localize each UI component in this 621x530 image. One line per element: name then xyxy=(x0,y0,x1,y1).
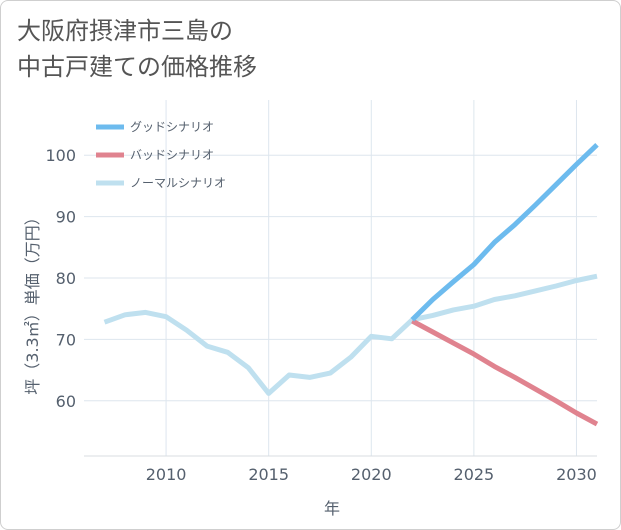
y-tick-label: 60 xyxy=(56,392,76,411)
y-tick-label: 70 xyxy=(56,330,76,349)
bad-scenario-line xyxy=(411,318,599,427)
x-tick-label: 2015 xyxy=(248,465,289,484)
x-tick-label: 2025 xyxy=(454,465,495,484)
series-lines xyxy=(103,142,599,427)
tick-labels: 2010 2015 2020 2025 2030 60 70 80 90 100 xyxy=(45,146,596,484)
good-scenario-line xyxy=(410,142,599,322)
legend-label: バッドシナリオ xyxy=(130,148,214,162)
y-tick-label: 90 xyxy=(56,208,76,227)
legend-label: ノーマルシナリオ xyxy=(130,176,226,190)
legend-bad: バッドシナリオ xyxy=(96,148,214,162)
grid xyxy=(84,100,597,456)
y-axis-title: 坪（3.3㎡）単価（万円） xyxy=(23,209,42,394)
x-axis-title: 年 xyxy=(324,499,340,518)
y-tick-label: 100 xyxy=(45,146,76,165)
y-tick-label: 80 xyxy=(56,269,76,288)
x-tick-label: 2010 xyxy=(146,465,187,484)
x-tick-label: 2030 xyxy=(556,465,597,484)
legend-normal: ノーマルシナリオ xyxy=(96,176,226,190)
legend-good: グッドシナリオ xyxy=(96,120,214,134)
legend-label: グッドシナリオ xyxy=(130,120,214,134)
x-tick-label: 2020 xyxy=(351,465,392,484)
normal-scenario-line xyxy=(103,273,598,396)
chart-title: 大阪府摂津市三島の 中古戸建ての価格推移 xyxy=(17,17,257,81)
